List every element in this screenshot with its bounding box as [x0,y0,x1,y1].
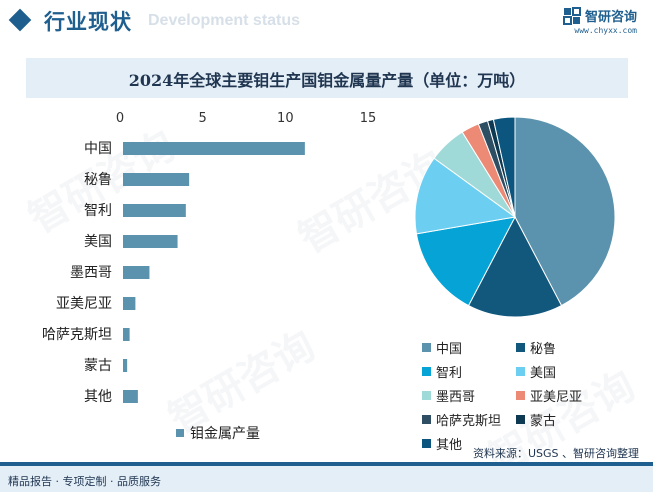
legend-label: 秘鲁 [530,342,557,357]
bar [123,390,138,403]
pie-legend-item: 墨西哥 [422,386,475,405]
legend-label: 中国 [436,342,463,357]
page-title: 行业现状 [44,10,132,34]
pie-chart [414,116,616,318]
bar [123,328,130,341]
pie-legend-item: 蒙古 [516,410,556,429]
pie-legend-item: 美国 [516,362,556,381]
header-ghost-subtitle: Development status [148,12,301,29]
brand-logo-icon [562,6,581,25]
legend-swatch [516,415,525,424]
legend-swatch [422,343,431,352]
legend-label: 美国 [530,366,557,381]
bar [123,359,128,372]
header: Development status 行业现状 智研咨询 www.chyxx.c… [0,0,653,46]
bar [123,297,136,310]
category-label: 其他 [84,389,112,405]
pie-slice [514,116,616,307]
pie-slice [414,157,517,235]
legend-swatch [516,391,525,400]
bar [123,204,186,217]
legend-label: 钼金属产量 [190,426,260,442]
category-label: 中国 [84,141,112,157]
legend-label: 亚美尼亚 [530,390,583,405]
bar [123,173,190,186]
legend-label: 智利 [436,366,463,381]
legend-swatch [516,367,525,376]
x-tick-label: 10 [277,111,294,126]
category-label: 亚美尼亚 [56,296,112,312]
pie-slice [467,215,563,318]
x-tick-label: 15 [360,111,377,126]
legend-swatch [422,439,431,448]
bar [123,235,178,248]
pie-slice [415,216,516,307]
legend-label: 其他 [436,438,463,453]
category-label: 墨西哥 [70,265,112,281]
brand: 智研咨询 www.chyxx.com [562,6,637,35]
chart-title-band: 2024年全球主要钼生产国钼金属量产量（单位：万吨） [26,58,628,98]
bar [123,142,305,155]
legend-swatch [422,391,431,400]
category-label: 蒙古 [84,358,112,374]
legend-label: 墨西哥 [436,390,476,405]
legend-swatch [422,367,431,376]
pie-slice [492,116,516,218]
bar [123,266,150,279]
footer: 精品报告 · 专项定制 · 品质服务 资料来源：USGS 、智研咨询整理 [0,447,653,492]
pie-legend-item: 其他 [422,434,462,453]
brand-name: 智研咨询 [584,10,637,25]
x-tick-label: 0 [116,111,124,126]
footer-tagline: 精品报告 · 专项定制 · 品质服务 [8,475,161,488]
category-label: 智利 [84,203,112,219]
category-label: 秘鲁 [84,172,112,188]
brand-url: www.chyxx.com [574,26,637,35]
legend-swatch [176,429,184,437]
x-tick-label: 5 [199,111,207,126]
category-label: 美国 [84,234,112,250]
legend-label: 蒙古 [530,414,557,429]
source-note: 资料来源：USGS 、智研咨询整理 [472,447,639,460]
pie-legend-item: 智利 [422,362,462,381]
diamond-icon [8,8,32,32]
legend-swatch [516,343,525,352]
pie-legend-item: 秘鲁 [516,338,556,357]
chart-title: 2024年全球主要钼生产国钼金属量产量（单位：万吨） [128,71,526,90]
legend-swatch [422,415,431,424]
legend-label: 哈萨克斯坦 [436,414,502,429]
pie-legend-item: 中国 [422,338,462,357]
pie-legend-item: 哈萨克斯坦 [422,410,501,429]
pie-legend-item: 亚美尼亚 [516,386,582,405]
category-label: 哈萨克斯坦 [42,327,112,343]
